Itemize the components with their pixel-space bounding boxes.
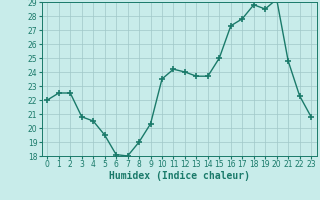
X-axis label: Humidex (Indice chaleur): Humidex (Indice chaleur) [109, 171, 250, 181]
